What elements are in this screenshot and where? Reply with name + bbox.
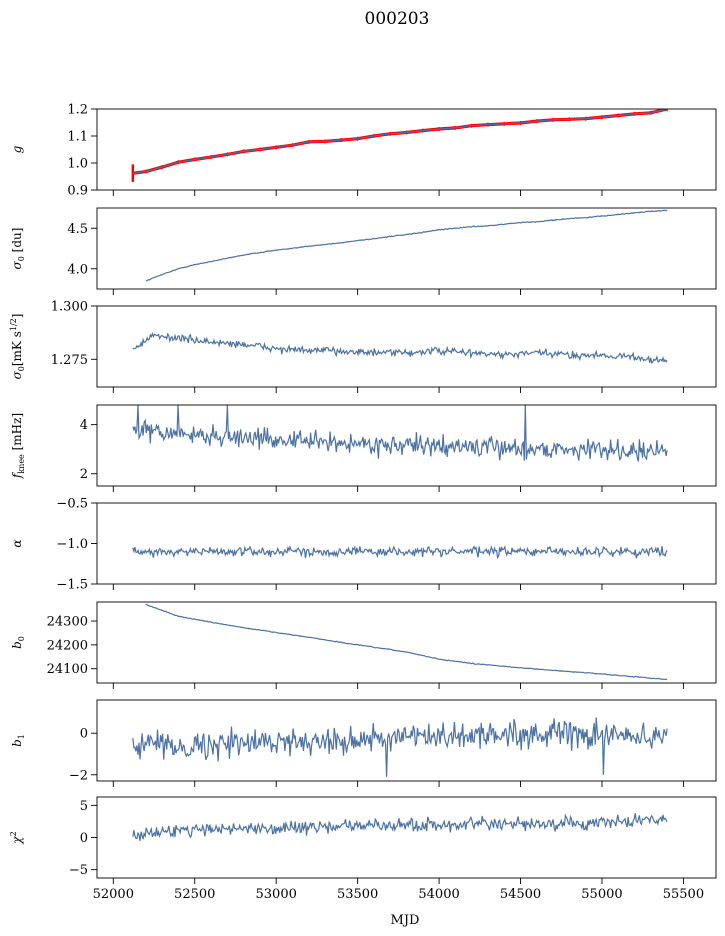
y-tick-label: −1.5 (56, 578, 88, 593)
data-line (132, 545, 668, 560)
data-line (145, 209, 668, 282)
y-tick-label: 24200 (47, 638, 88, 653)
y-tick-label: 4 (80, 418, 88, 433)
subplot-6: 24100 24200 24300 b0 (10, 601, 717, 689)
y-tick-label: −5 (69, 863, 88, 878)
data-line (132, 331, 668, 364)
series-group (132, 717, 668, 777)
y-axis-label: σ0 [du] (10, 228, 26, 270)
series-group (145, 603, 668, 681)
y-tick-label: 24300 (47, 615, 88, 630)
axes-frame (96, 404, 717, 487)
axes-frame (96, 502, 717, 585)
axes-frame (96, 207, 717, 290)
y-tick-label: 1.0 (67, 157, 88, 172)
data-line (145, 603, 668, 681)
series-group (131, 109, 668, 182)
y-axis-label: b1 (10, 734, 26, 747)
y-tick-label: 1.275 (51, 353, 88, 368)
data-line (132, 813, 668, 841)
x-tick-label: 53500 (337, 887, 378, 902)
axes-frame (96, 796, 717, 879)
y-tick-label: 0 (80, 831, 88, 846)
figure-title: 000203 (365, 9, 430, 29)
y-tick-label: 0.9 (67, 184, 88, 199)
y-tick-label: −2 (69, 768, 88, 783)
axes-frame (96, 601, 717, 684)
y-axis-label: b0 (10, 636, 26, 649)
series-group (132, 545, 668, 560)
x-tick-label: 52500 (174, 887, 215, 902)
subplot-4: 2 4 fknee [mHz] (10, 404, 717, 492)
y-tick-label: −0.5 (56, 497, 88, 512)
series-group (132, 813, 668, 841)
x-tick-label: 53000 (256, 887, 297, 902)
x-tick-label: 54500 (500, 887, 541, 902)
subplot-7: −2 0 b1 (10, 699, 717, 787)
x-tick-label: 55500 (663, 887, 704, 902)
series-group (132, 331, 668, 364)
series-group (145, 209, 668, 282)
x-tick-label: 52000 (93, 887, 134, 902)
y-axis-label: χ2 (9, 831, 24, 844)
y-tick-label: 4.0 (67, 262, 88, 277)
subplot-2: 4.0 4.5 σ0 [du] (10, 207, 717, 295)
y-axis-label: fknee [mHz] (10, 413, 26, 479)
subplot-3: 1.275 1.300 σ0[mK s1/2] (9, 300, 717, 393)
y-tick-label: 1.1 (67, 130, 88, 145)
data-line (132, 405, 668, 462)
subplot-5: −1.5 −1.0 −0.5 α (10, 497, 717, 593)
y-tick-label: 5 (80, 799, 88, 814)
x-tick-label: 55000 (581, 887, 622, 902)
subplot-1: 0.9 1.0 1.1 1.2 g (10, 103, 717, 199)
axes-frame (96, 699, 717, 782)
y-tick-label: 2 (80, 467, 88, 482)
x-axis-label: MJD (391, 913, 420, 928)
series-group (132, 405, 668, 462)
y-tick-label: 1.300 (51, 300, 88, 315)
axes-frame (96, 305, 717, 388)
y-tick-label: 1.2 (67, 103, 88, 118)
subplot-8: −5 0 5 52000 52500 53000 53500 54000 54500 55000 5… (9, 796, 717, 902)
y-tick-label: 0 (80, 727, 88, 742)
x-tick-label: 54000 (418, 887, 459, 902)
data-line (132, 109, 668, 174)
y-axis-label: g (10, 145, 24, 153)
y-axis-label: σ0[mK s1/2] (9, 314, 26, 380)
y-tick-label: 24100 (47, 662, 88, 677)
panels: 0.9 1.0 1.1 1.2 g 4.0 4.5 σ0 [du] 1.275 1.300 σ0[m… (9, 103, 717, 902)
axes-frame (96, 108, 717, 191)
y-tick-label: −1.0 (56, 537, 88, 552)
data-line (132, 717, 668, 777)
y-tick-label: 4.5 (67, 222, 88, 237)
y-axis-label: α (10, 539, 24, 547)
